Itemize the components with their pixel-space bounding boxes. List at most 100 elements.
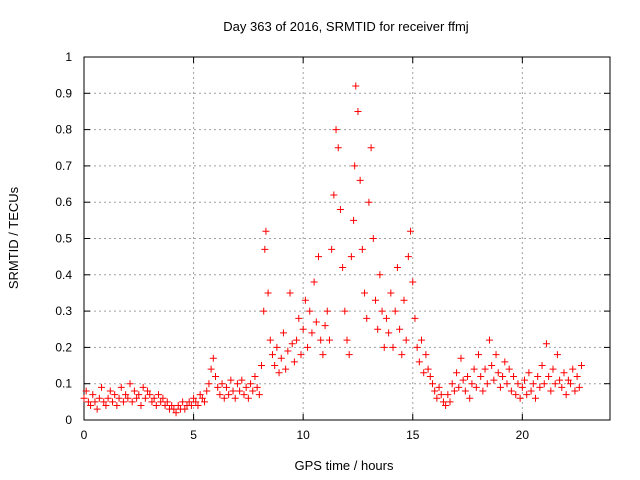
data-point bbox=[376, 271, 384, 279]
data-point bbox=[354, 107, 362, 115]
data-point bbox=[205, 380, 213, 388]
data-point bbox=[501, 358, 509, 366]
data-point bbox=[218, 380, 226, 388]
data-point bbox=[380, 343, 388, 351]
data-point bbox=[371, 296, 379, 304]
data-point bbox=[150, 394, 158, 402]
data-point bbox=[558, 383, 566, 391]
data-point bbox=[273, 343, 281, 351]
data-point bbox=[253, 383, 261, 391]
data-point bbox=[174, 401, 182, 409]
data-point bbox=[113, 401, 121, 409]
data-point bbox=[82, 387, 90, 395]
data-point bbox=[148, 398, 156, 406]
data-point bbox=[146, 391, 154, 399]
data-point bbox=[244, 394, 252, 402]
data-point bbox=[345, 351, 353, 359]
data-point bbox=[516, 394, 524, 402]
data-point bbox=[435, 383, 443, 391]
data-point bbox=[363, 314, 371, 322]
data-point bbox=[466, 394, 474, 402]
data-point bbox=[196, 391, 204, 399]
data-point bbox=[266, 336, 274, 344]
data-point bbox=[102, 401, 110, 409]
data-point bbox=[227, 376, 235, 384]
data-point bbox=[306, 307, 314, 315]
data-point bbox=[106, 387, 114, 395]
data-point bbox=[93, 405, 101, 413]
data-point bbox=[525, 369, 533, 377]
data-point bbox=[282, 365, 290, 373]
data-point bbox=[214, 383, 222, 391]
data-point bbox=[485, 336, 493, 344]
data-point bbox=[187, 401, 195, 409]
data-point bbox=[571, 387, 579, 395]
data-point bbox=[470, 365, 478, 373]
data-point bbox=[268, 351, 276, 359]
data-point bbox=[220, 394, 228, 402]
data-point bbox=[396, 325, 404, 333]
data-point bbox=[255, 391, 263, 399]
data-point bbox=[155, 391, 163, 399]
y-axis-label: SRMTID / TECUs bbox=[6, 186, 21, 289]
data-point bbox=[233, 380, 241, 388]
data-point bbox=[409, 278, 417, 286]
data-point bbox=[350, 216, 358, 224]
data-point bbox=[216, 391, 224, 399]
data-points bbox=[80, 82, 586, 417]
data-point bbox=[567, 380, 575, 388]
data-point bbox=[488, 362, 496, 370]
data-point bbox=[551, 380, 559, 388]
data-point bbox=[521, 376, 529, 384]
data-point bbox=[578, 362, 586, 370]
data-point bbox=[339, 264, 347, 272]
data-point bbox=[411, 314, 419, 322]
data-point bbox=[130, 387, 138, 395]
data-point bbox=[455, 383, 463, 391]
data-point bbox=[315, 253, 323, 261]
data-point bbox=[262, 227, 270, 235]
data-point bbox=[560, 369, 568, 377]
data-point bbox=[236, 387, 244, 395]
data-point bbox=[518, 383, 526, 391]
data-point bbox=[529, 380, 537, 388]
data-point bbox=[358, 245, 366, 253]
data-point bbox=[119, 398, 127, 406]
data-point bbox=[321, 322, 329, 330]
data-point bbox=[319, 351, 327, 359]
y-tick-label: 0.7 bbox=[55, 159, 72, 173]
data-point bbox=[194, 401, 202, 409]
data-point bbox=[181, 405, 189, 413]
data-point bbox=[514, 380, 522, 388]
data-point bbox=[334, 144, 342, 152]
data-point bbox=[527, 387, 535, 395]
data-point bbox=[343, 336, 351, 344]
data-point bbox=[490, 376, 498, 384]
data-point bbox=[483, 380, 491, 388]
data-point bbox=[459, 376, 467, 384]
data-point bbox=[299, 325, 307, 333]
data-point bbox=[209, 354, 217, 362]
data-point bbox=[575, 383, 583, 391]
data-point bbox=[573, 372, 581, 380]
data-point bbox=[402, 336, 410, 344]
data-point bbox=[159, 394, 167, 402]
data-point bbox=[260, 307, 268, 315]
data-point bbox=[418, 336, 426, 344]
data-point bbox=[222, 383, 230, 391]
data-point bbox=[231, 394, 239, 402]
data-point bbox=[393, 264, 401, 272]
y-tick-label: 0.3 bbox=[55, 304, 72, 318]
data-point bbox=[115, 394, 123, 402]
data-point bbox=[564, 376, 572, 384]
x-tick-label: 10 bbox=[296, 428, 310, 442]
data-point bbox=[347, 253, 355, 261]
data-point bbox=[249, 387, 257, 395]
data-point bbox=[494, 369, 502, 377]
data-point bbox=[192, 398, 200, 406]
data-point bbox=[540, 380, 548, 388]
data-point bbox=[290, 358, 298, 366]
data-point bbox=[332, 126, 340, 134]
y-tick-label: 0.4 bbox=[55, 268, 72, 282]
